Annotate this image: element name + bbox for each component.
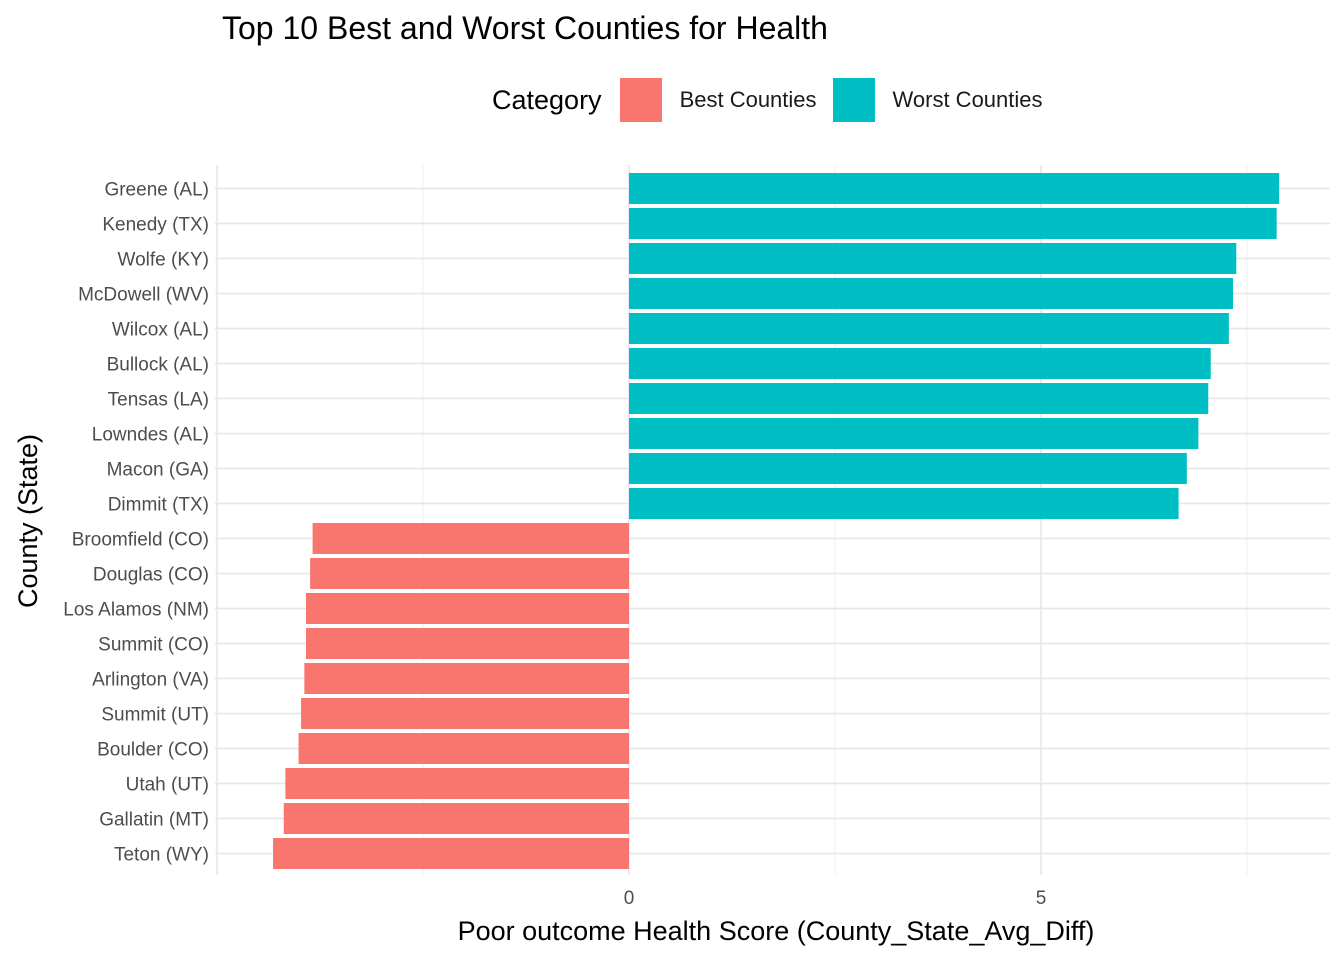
legend-title: Category xyxy=(492,84,602,115)
legend-label-worst: Worst Counties xyxy=(892,87,1043,112)
y-tick-label: Lowndes (AL) xyxy=(92,425,209,446)
y-axis-title: County (State) xyxy=(13,434,43,608)
y-tick-label: Wilcox (AL) xyxy=(112,320,209,341)
bar xyxy=(629,348,1211,379)
bar xyxy=(305,628,629,659)
x-tick-label: 5 xyxy=(1036,888,1047,909)
bar xyxy=(273,838,629,869)
y-tick-label: Utah (UT) xyxy=(126,775,209,796)
bar xyxy=(301,698,629,729)
bar xyxy=(629,278,1233,309)
legend-item-best: Best Counties xyxy=(619,78,817,122)
bar xyxy=(305,593,629,624)
y-tick-label: Tensas (LA) xyxy=(108,390,209,411)
bar xyxy=(629,243,1237,274)
bar xyxy=(629,383,1209,414)
y-tick-label: Summit (CO) xyxy=(98,635,209,656)
y-tick-label: Dimmit (TX) xyxy=(108,495,209,516)
y-tick-label: Kenedy (TX) xyxy=(102,215,209,236)
y-tick-label: Wolfe (KY) xyxy=(117,250,209,271)
bar xyxy=(285,768,629,799)
y-tick-labels: Teton (WY) Gallatin (MT) Utah (UT) Boulder … xyxy=(63,180,209,866)
y-tick-label: Broomfield (CO) xyxy=(72,530,209,551)
bar xyxy=(298,733,629,764)
legend-label-best: Best Counties xyxy=(679,87,817,112)
bars xyxy=(273,173,1280,869)
bar xyxy=(312,523,629,554)
bar xyxy=(629,453,1187,484)
bar xyxy=(283,803,629,834)
bar xyxy=(629,208,1277,239)
y-tick-label: Teton (WY) xyxy=(114,845,209,866)
y-tick-label: Bullock (AL) xyxy=(107,355,209,376)
bar xyxy=(629,418,1199,449)
y-tick-label: Gallatin (MT) xyxy=(99,810,209,831)
y-tick-label: Greene (AL) xyxy=(104,180,209,201)
chart-title: Top 10 Best and Worst Counties for Healt… xyxy=(222,10,828,46)
legend-item-worst: Worst Counties xyxy=(832,78,1043,122)
y-tick-label: Los Alamos (NM) xyxy=(63,600,209,621)
bar xyxy=(310,558,629,589)
y-tick-label: Douglas (CO) xyxy=(93,565,209,586)
bar xyxy=(629,488,1179,519)
legend: Category Best Counties Worst Counties xyxy=(492,76,1059,124)
legend-swatch-best xyxy=(619,78,662,122)
bar xyxy=(629,313,1229,344)
y-tick-label: Arlington (VA) xyxy=(92,670,209,691)
y-tick-label: Macon (GA) xyxy=(107,460,209,481)
y-tick-label: Summit (UT) xyxy=(101,705,209,726)
bar xyxy=(304,663,629,694)
legend-swatch-worst xyxy=(832,78,875,122)
y-tick-label: McDowell (WV) xyxy=(78,285,209,306)
x-axis-title: Poor outcome Health Score (County_State_… xyxy=(458,916,1095,946)
x-tick-label: 0 xyxy=(624,888,635,909)
bar xyxy=(629,173,1280,204)
y-tick-label: Boulder (CO) xyxy=(97,740,209,761)
